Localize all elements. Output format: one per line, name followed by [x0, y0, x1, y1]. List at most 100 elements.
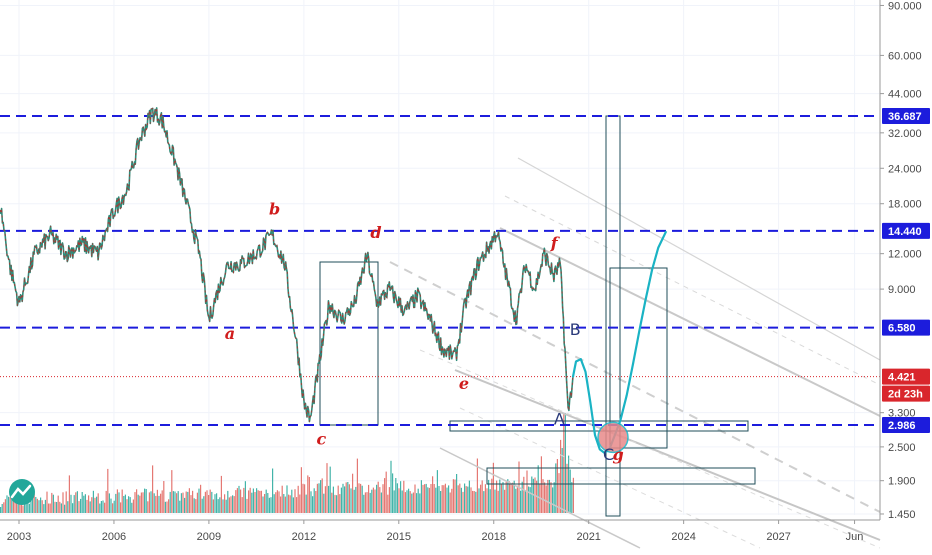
volume-bar — [315, 491, 317, 513]
volume-bar — [150, 491, 152, 513]
volume-bar — [67, 501, 69, 513]
volume-bar — [256, 488, 258, 513]
abc-label-A: A — [554, 409, 565, 428]
volume-bar — [436, 470, 438, 513]
volume-bar — [73, 495, 75, 513]
volume-bar — [169, 491, 171, 513]
volume-bar — [40, 497, 42, 513]
volume-bar — [384, 478, 386, 513]
volume-bar — [374, 489, 376, 513]
y-tick-label: 18.000 — [888, 199, 922, 211]
volume-bar — [452, 479, 454, 513]
y-tick-label: 44.000 — [888, 89, 922, 101]
volume-bar — [460, 487, 462, 513]
volume-bar — [456, 474, 458, 513]
volume-bar — [41, 500, 43, 513]
volume-bar — [228, 497, 230, 513]
volume-bar — [422, 484, 424, 513]
volume-bar — [190, 495, 192, 513]
volume-bar — [262, 496, 264, 513]
volume-bar — [163, 481, 165, 513]
volume-bar — [323, 493, 325, 513]
volume-bar — [329, 466, 331, 513]
volume-bar — [443, 485, 445, 513]
volume-bar — [17, 501, 19, 513]
volume-bar — [352, 473, 354, 513]
volume-bar — [84, 494, 86, 513]
volume-bar — [558, 473, 560, 513]
analysis-box — [486, 467, 756, 485]
volume-bar — [171, 470, 173, 513]
volume-bar — [328, 485, 330, 513]
volume-bar — [244, 481, 246, 513]
volume-bar — [454, 479, 456, 513]
volume-bar — [105, 490, 107, 513]
volume-bar — [294, 489, 296, 513]
volume-bar — [35, 497, 37, 513]
volume-bar — [312, 496, 314, 513]
volume-bar — [80, 498, 82, 513]
volume-bar — [198, 488, 200, 513]
volume-bar — [267, 493, 269, 513]
volume-bar — [401, 490, 403, 513]
volume-bar — [468, 480, 470, 513]
volume-bar — [16, 501, 18, 513]
volume-bar — [280, 496, 282, 513]
volume-bar — [121, 489, 123, 513]
x-tick-label: 2009 — [197, 531, 221, 543]
volume-bar — [265, 489, 267, 513]
volume-bar — [502, 482, 504, 513]
volume-bar — [177, 491, 179, 513]
volume-bar — [188, 488, 190, 513]
volume-bar — [363, 494, 365, 513]
volume-bar — [283, 494, 285, 513]
volume-bar — [478, 488, 480, 513]
volume-bar — [182, 492, 184, 513]
volume-bar — [435, 487, 437, 513]
volume-bar — [497, 490, 499, 513]
volume-bar — [187, 491, 189, 513]
volume-bar — [201, 498, 203, 513]
volume-bar — [216, 493, 218, 513]
y-tick-label: 60.000 — [888, 50, 922, 62]
volume-bar — [302, 483, 304, 513]
x-tick-label: 2006 — [102, 531, 126, 543]
volume-bar — [99, 503, 101, 513]
volume-bar — [259, 490, 261, 513]
wave-label-a: a — [225, 324, 235, 343]
volume-bar — [326, 463, 328, 513]
volume-bar — [204, 491, 206, 513]
volume-bar — [412, 492, 414, 513]
level-badge-bg — [882, 108, 930, 124]
volume-bar — [507, 479, 509, 513]
volume-bar — [462, 491, 464, 513]
volume-bar — [569, 469, 571, 513]
volume-bar — [427, 487, 429, 513]
volume-bar — [400, 481, 402, 513]
volume-bar — [52, 494, 54, 513]
volume-bar — [19, 500, 21, 513]
volume-bar — [59, 501, 61, 513]
volume-bar — [92, 490, 94, 513]
volume-bar — [371, 489, 373, 513]
volume-bar — [123, 496, 125, 513]
volume-bar — [467, 486, 469, 513]
volume-bar — [403, 480, 405, 513]
volume-bar — [457, 485, 459, 513]
volume-bar — [366, 492, 368, 513]
volume-bar — [425, 483, 427, 513]
volume-bar — [62, 492, 64, 513]
volume-bar — [310, 491, 312, 513]
volume-bar — [174, 491, 176, 513]
volume-bar — [8, 496, 10, 513]
volume-bar — [147, 501, 149, 513]
volume-bar — [56, 502, 58, 513]
volume-bar — [296, 497, 298, 513]
volume-bar — [232, 495, 234, 513]
volume-bar — [126, 499, 128, 513]
volume-bar — [137, 494, 139, 513]
volume-bar — [27, 496, 29, 513]
volume-bar — [305, 494, 307, 513]
volume-bar — [166, 501, 168, 513]
